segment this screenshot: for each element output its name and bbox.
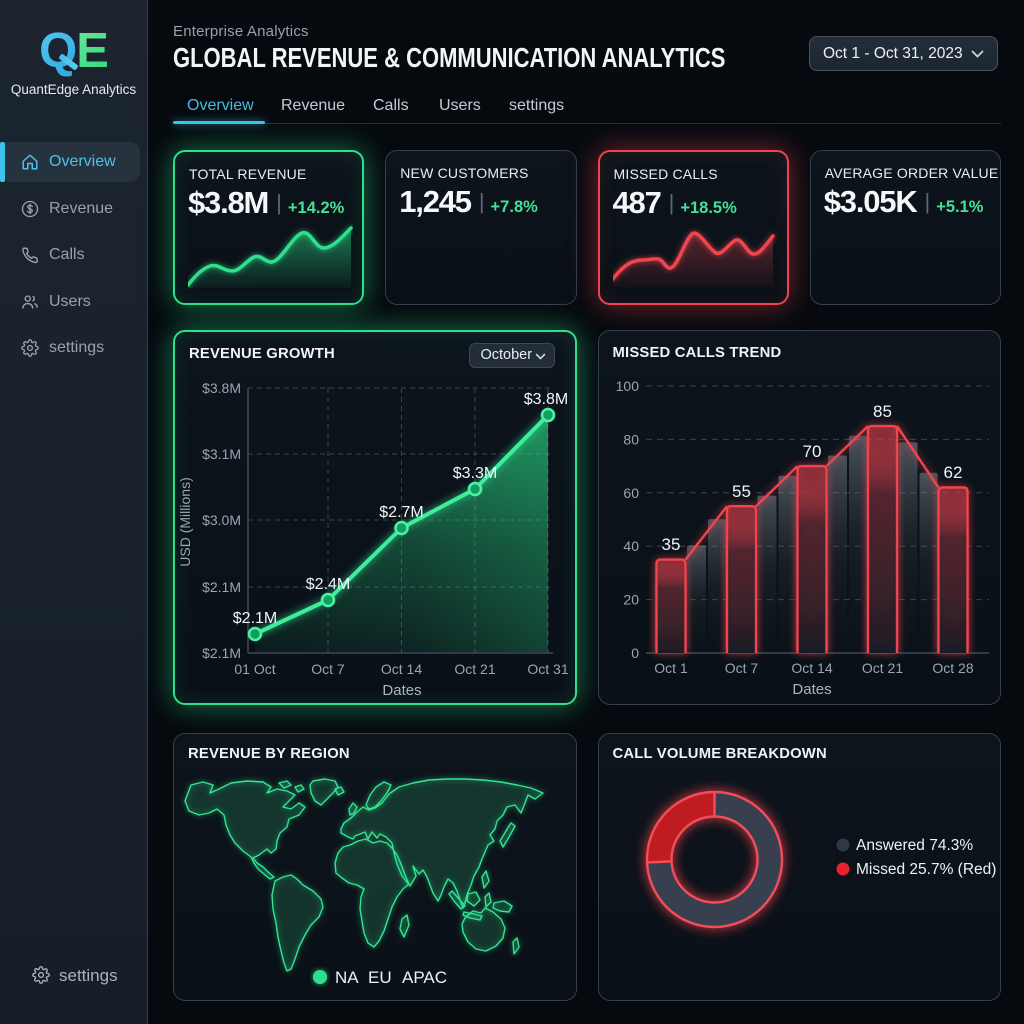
svg-text:NA: NA bbox=[335, 968, 359, 987]
svg-text:Missed 25.7% (Red): Missed 25.7% (Red) bbox=[856, 861, 996, 878]
svg-text:$2.7M: $2.7M bbox=[379, 504, 423, 521]
svg-text:20: 20 bbox=[623, 592, 639, 608]
svg-text:Oct 21: Oct 21 bbox=[861, 660, 902, 676]
svg-text:Oct 7: Oct 7 bbox=[724, 660, 758, 676]
svg-text:USD (Millions): USD (Millions) bbox=[177, 477, 193, 566]
svg-text:$3.8M: $3.8M bbox=[202, 380, 241, 396]
svg-text:Answered 74.3%: Answered 74.3% bbox=[856, 837, 973, 854]
svg-text:0: 0 bbox=[631, 645, 639, 661]
svg-text:Oct 7: Oct 7 bbox=[311, 661, 345, 677]
svg-text:Oct 14: Oct 14 bbox=[381, 661, 422, 677]
svg-text:APAC: APAC bbox=[402, 968, 447, 987]
svg-text:$2.1M: $2.1M bbox=[233, 610, 277, 627]
svg-text:62: 62 bbox=[943, 463, 962, 482]
svg-text:Oct 31: Oct 31 bbox=[527, 661, 568, 677]
svg-text:60: 60 bbox=[623, 485, 639, 501]
svg-text:$3.0M: $3.0M bbox=[202, 512, 241, 528]
svg-text:Dates: Dates bbox=[792, 681, 831, 698]
svg-text:80: 80 bbox=[623, 431, 639, 447]
svg-text:85: 85 bbox=[873, 402, 892, 421]
svg-text:Oct 14: Oct 14 bbox=[791, 660, 832, 676]
svg-text:$3.3M: $3.3M bbox=[453, 465, 497, 482]
svg-text:Dates: Dates bbox=[382, 682, 421, 699]
svg-text:Oct 28: Oct 28 bbox=[932, 660, 973, 676]
svg-text:70: 70 bbox=[802, 442, 821, 461]
svg-text:$2.1M: $2.1M bbox=[202, 579, 241, 595]
svg-text:40: 40 bbox=[623, 538, 639, 554]
svg-text:Oct 21: Oct 21 bbox=[454, 661, 495, 677]
svg-text:$2.1M: $2.1M bbox=[202, 645, 241, 661]
svg-text:$3.1M: $3.1M bbox=[202, 446, 241, 462]
svg-text:$3.8M: $3.8M bbox=[524, 391, 568, 408]
svg-text:EU: EU bbox=[368, 968, 392, 987]
svg-text:Oct 1: Oct 1 bbox=[654, 660, 688, 676]
svg-text:35: 35 bbox=[661, 535, 680, 554]
svg-text:100: 100 bbox=[615, 378, 639, 394]
svg-text:01 Oct: 01 Oct bbox=[234, 661, 275, 677]
svg-text:55: 55 bbox=[732, 482, 751, 501]
svg-text:$2.4M: $2.4M bbox=[306, 576, 350, 593]
